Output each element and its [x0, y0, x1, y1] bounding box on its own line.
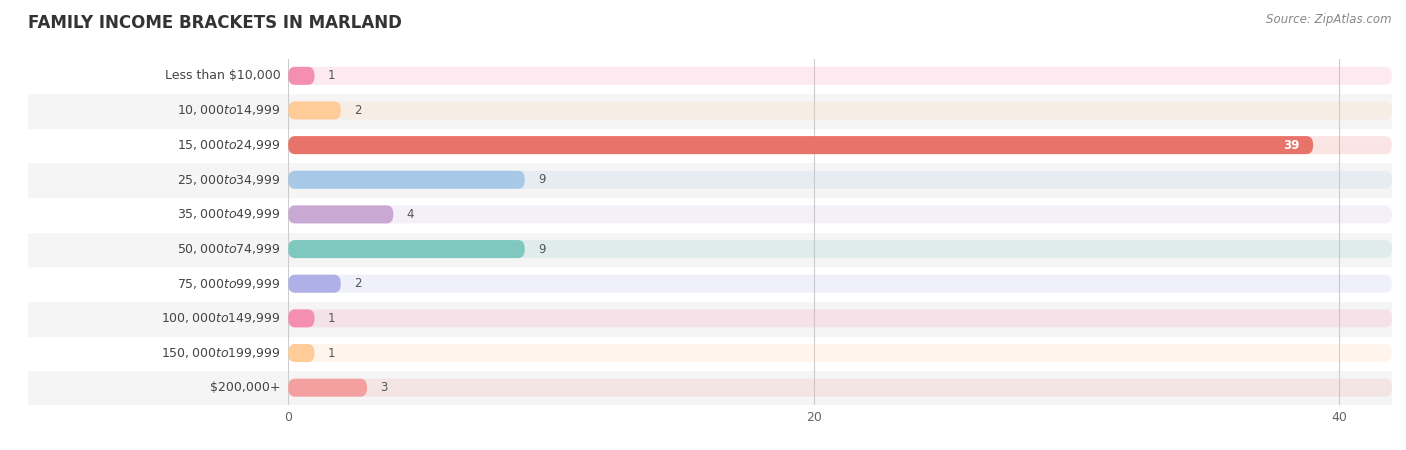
FancyBboxPatch shape [288, 101, 1392, 120]
FancyBboxPatch shape [288, 378, 367, 397]
Text: 4: 4 [406, 208, 413, 221]
Bar [28, 370, 288, 405]
FancyBboxPatch shape [288, 205, 394, 224]
Bar [28, 58, 288, 93]
Text: $200,000+: $200,000+ [209, 381, 280, 394]
Bar [28, 266, 1392, 301]
Bar [28, 128, 288, 162]
FancyBboxPatch shape [288, 274, 1392, 293]
Text: Less than $10,000: Less than $10,000 [165, 69, 280, 82]
Bar [28, 128, 1392, 162]
Text: $50,000 to $74,999: $50,000 to $74,999 [177, 242, 280, 256]
Text: FAMILY INCOME BRACKETS IN MARLAND: FAMILY INCOME BRACKETS IN MARLAND [28, 14, 402, 32]
FancyBboxPatch shape [288, 101, 340, 120]
FancyBboxPatch shape [288, 240, 1392, 258]
Bar [28, 58, 1392, 93]
Text: 1: 1 [328, 312, 335, 325]
Text: $10,000 to $14,999: $10,000 to $14,999 [177, 104, 280, 117]
Bar [28, 93, 288, 128]
FancyBboxPatch shape [288, 344, 1392, 362]
Bar [28, 266, 288, 301]
Text: $150,000 to $199,999: $150,000 to $199,999 [162, 346, 280, 360]
Bar [28, 197, 1392, 232]
FancyBboxPatch shape [288, 67, 1392, 85]
Text: $75,000 to $99,999: $75,000 to $99,999 [177, 277, 280, 291]
FancyBboxPatch shape [288, 309, 1392, 328]
Text: 1: 1 [328, 69, 335, 82]
FancyBboxPatch shape [288, 205, 1392, 224]
Bar [28, 232, 288, 266]
FancyBboxPatch shape [288, 344, 315, 362]
FancyBboxPatch shape [288, 274, 340, 293]
FancyBboxPatch shape [288, 136, 1313, 154]
Bar [28, 162, 288, 197]
Bar [28, 197, 288, 232]
Text: 3: 3 [380, 381, 388, 394]
Bar [28, 301, 1392, 336]
FancyBboxPatch shape [288, 67, 315, 85]
Bar [28, 370, 1392, 405]
Text: Source: ZipAtlas.com: Source: ZipAtlas.com [1267, 14, 1392, 27]
FancyBboxPatch shape [288, 136, 1392, 154]
Text: $35,000 to $49,999: $35,000 to $49,999 [177, 207, 280, 221]
Text: 2: 2 [354, 277, 361, 290]
Text: 39: 39 [1284, 139, 1301, 152]
FancyBboxPatch shape [288, 171, 1392, 189]
Text: 1: 1 [328, 346, 335, 360]
Bar [28, 301, 288, 336]
FancyBboxPatch shape [288, 378, 1392, 397]
Bar [28, 232, 1392, 266]
FancyBboxPatch shape [288, 240, 524, 258]
Text: $100,000 to $149,999: $100,000 to $149,999 [162, 311, 280, 325]
Text: 9: 9 [538, 173, 546, 186]
Bar [28, 336, 288, 370]
Text: 2: 2 [354, 104, 361, 117]
Bar [28, 93, 1392, 128]
Text: $25,000 to $34,999: $25,000 to $34,999 [177, 173, 280, 187]
Text: $15,000 to $24,999: $15,000 to $24,999 [177, 138, 280, 152]
Bar [28, 336, 1392, 370]
FancyBboxPatch shape [288, 171, 524, 189]
Text: 9: 9 [538, 243, 546, 256]
Bar [28, 162, 1392, 197]
FancyBboxPatch shape [288, 309, 315, 328]
